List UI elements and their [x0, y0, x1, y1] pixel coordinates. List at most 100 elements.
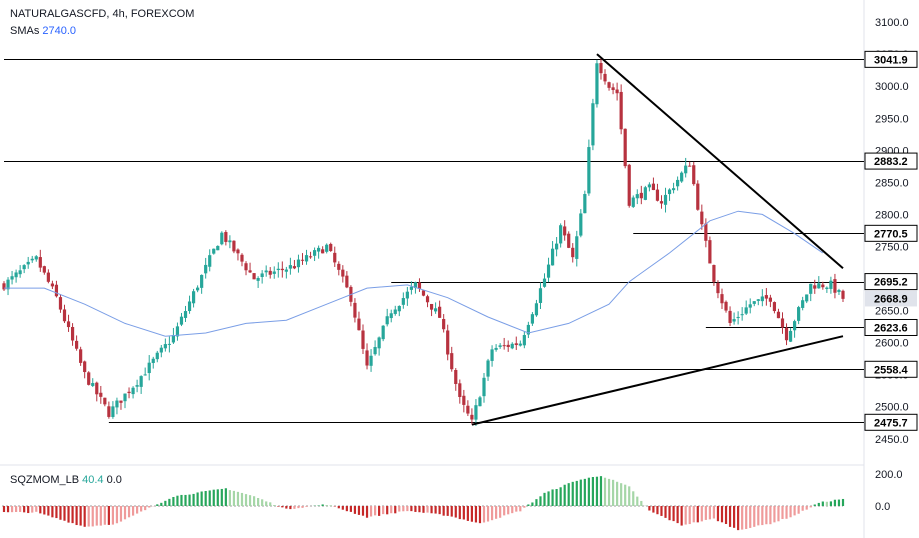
price-axis[interactable]: 3100.03050.03000.02950.02900.02850.02800…	[864, 17, 918, 446]
candle-body	[6, 279, 10, 290]
candle-body	[79, 349, 83, 363]
candle-body	[498, 345, 502, 347]
candle-body	[550, 248, 555, 266]
candle	[825, 286, 829, 293]
candle	[135, 379, 139, 393]
price-label: 2770.5	[864, 224, 918, 242]
candle	[175, 322, 180, 341]
candle	[196, 285, 200, 293]
candle	[583, 190, 587, 214]
candle-body	[409, 286, 413, 290]
price-label-box	[864, 273, 918, 291]
candle	[204, 257, 208, 279]
candle	[325, 243, 329, 254]
price-label-text: 2695.2	[874, 277, 908, 289]
candle-body	[478, 397, 482, 407]
candle-body	[91, 383, 95, 386]
candle	[389, 309, 393, 323]
candle-body	[321, 249, 325, 254]
price-label: 2623.6	[864, 318, 918, 336]
price-tick-label: 2850.0	[875, 177, 909, 189]
candle-body	[220, 232, 224, 245]
candle	[756, 298, 760, 306]
momentum-name: SQZMOM_LB	[10, 474, 80, 486]
candle	[167, 336, 171, 353]
candle	[308, 251, 313, 259]
candle-body	[179, 316, 184, 325]
sma-legend[interactable]: SMAs 2740.0	[10, 25, 76, 37]
candle-body	[792, 321, 797, 331]
candle-body	[244, 263, 248, 271]
candle-body	[280, 268, 284, 271]
candle	[409, 281, 413, 295]
candle-body	[417, 282, 422, 289]
candle-body	[212, 248, 216, 254]
candle	[228, 235, 232, 249]
candle	[732, 312, 736, 325]
candle	[256, 276, 260, 288]
candle	[421, 289, 426, 297]
candle-body	[788, 330, 793, 342]
candle-body	[325, 244, 329, 252]
candle-body	[764, 295, 768, 299]
candle-body	[829, 280, 833, 289]
candle	[438, 300, 442, 318]
candle-body	[442, 318, 446, 330]
price-label: 2883.2	[864, 152, 918, 170]
candle	[212, 248, 216, 255]
candle	[506, 340, 510, 352]
candle-body	[22, 265, 26, 270]
candle-body	[187, 301, 192, 312]
candle	[805, 294, 809, 304]
price-tick-label: 2750.0	[875, 241, 909, 253]
candle	[684, 157, 688, 178]
candle	[817, 276, 821, 289]
candle-body	[692, 165, 696, 185]
candle	[655, 183, 660, 202]
momentum-axis[interactable]: 200.0 0.0	[875, 469, 903, 513]
candle-body	[817, 283, 821, 289]
candle-body	[333, 252, 337, 263]
candle	[792, 319, 797, 338]
candle	[417, 278, 422, 292]
candle-body	[563, 226, 567, 236]
candle-body	[825, 287, 829, 290]
candle	[821, 281, 825, 290]
candle-body	[542, 278, 547, 287]
candle-body	[680, 172, 684, 182]
candle	[599, 57, 603, 80]
candle-body	[54, 284, 59, 297]
momentum-legend[interactable]: SQZMOM_LB 40.4 0.0	[10, 474, 122, 486]
candle	[595, 59, 599, 108]
candle-body	[756, 299, 760, 301]
price-label-text: 3041.9	[874, 54, 908, 66]
price-label-box	[864, 50, 918, 68]
candle	[639, 185, 643, 205]
candle	[179, 312, 184, 327]
candle-body	[204, 264, 208, 274]
candle	[6, 277, 10, 296]
candle	[635, 189, 639, 205]
candle	[34, 255, 38, 262]
candle-body	[99, 392, 103, 397]
candle-body	[389, 313, 393, 319]
candle	[304, 249, 309, 265]
candle	[397, 305, 401, 317]
candle	[764, 288, 768, 306]
chart-title-legend[interactable]: NATURALGASCFD, 4h, FOREXCOM	[10, 8, 194, 20]
price-label: 2668.9	[865, 290, 917, 307]
candle	[659, 195, 664, 209]
candle	[107, 401, 111, 419]
candle-body	[470, 414, 474, 420]
candle-body	[752, 301, 756, 304]
candle-body	[413, 282, 418, 289]
candle	[607, 81, 611, 91]
candle	[353, 298, 357, 323]
candle	[591, 98, 595, 151]
price-label-box	[864, 360, 918, 378]
candle	[280, 261, 284, 278]
candle	[236, 248, 240, 261]
candle-body	[111, 406, 115, 417]
candle-body	[240, 254, 244, 262]
